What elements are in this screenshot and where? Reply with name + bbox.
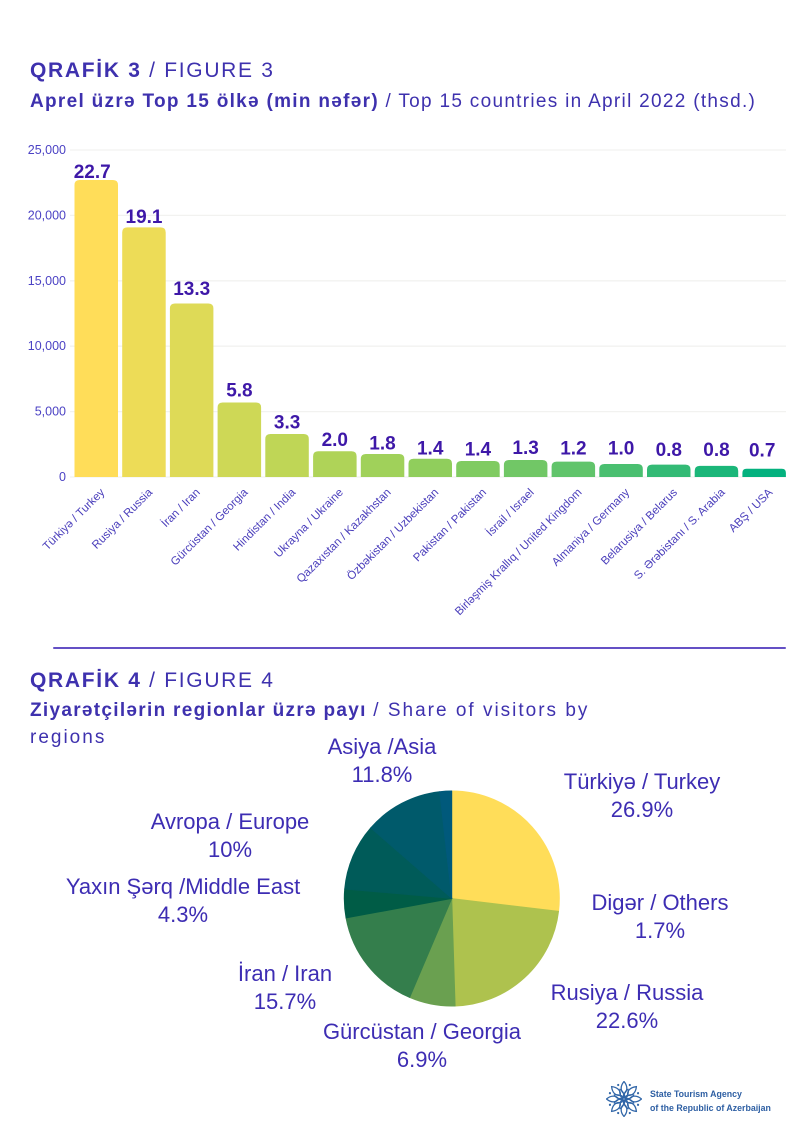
svg-text:2.0: 2.0	[322, 430, 348, 451]
svg-text:S. Ərəbistanı / S. Arabia: S. Ərəbistanı / S. Arabia	[632, 486, 728, 582]
svg-text:Almaniya / Germany: Almaniya / Germany	[550, 486, 632, 568]
svg-text:5.8: 5.8	[226, 381, 252, 402]
svg-text:Özbəkistan / Uzbekistan: Özbəkistan / Uzbekistan	[345, 487, 441, 583]
svg-text:0.8: 0.8	[703, 440, 729, 461]
svg-text:1.0: 1.0	[608, 439, 634, 460]
svg-text:0.8: 0.8	[656, 440, 682, 461]
svg-text:1.2: 1.2	[560, 438, 586, 459]
svg-text:19.1: 19.1	[126, 207, 163, 228]
svg-text:3.3: 3.3	[274, 413, 300, 434]
svg-text:5,000: 5,000	[35, 405, 66, 419]
svg-text:10,000: 10,000	[28, 339, 66, 353]
svg-text:İran / Iran: İran / Iran	[159, 486, 203, 530]
svg-text:1.4: 1.4	[465, 440, 492, 461]
svg-text:1.3: 1.3	[512, 438, 538, 459]
svg-text:15,000: 15,000	[28, 274, 66, 288]
svg-text:1.8: 1.8	[369, 434, 395, 455]
svg-text:25,000: 25,000	[28, 143, 66, 157]
svg-text:0: 0	[59, 470, 66, 484]
svg-text:20,000: 20,000	[28, 208, 66, 222]
svg-text:1.4: 1.4	[417, 439, 444, 460]
svg-text:İsrail / Israel: İsrail / Israel	[484, 486, 537, 539]
svg-text:ABŞ / USA: ABŞ / USA	[727, 486, 775, 534]
svg-text:22.7: 22.7	[74, 162, 111, 183]
svg-text:13.3: 13.3	[173, 279, 210, 300]
svg-text:Qazaxıstan / Kazakhstan: Qazaxıstan / Kazakhstan	[295, 487, 394, 586]
svg-text:0.7: 0.7	[749, 441, 775, 462]
